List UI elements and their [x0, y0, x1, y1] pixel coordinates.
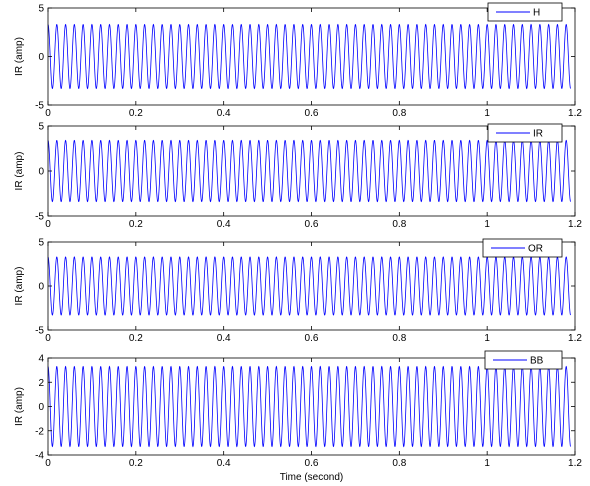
x-tick-label: 0.4	[217, 333, 231, 344]
x-tick-label: 0.8	[392, 333, 406, 344]
x-tick-label: 0.6	[305, 108, 319, 119]
x-tick-label: 0.6	[305, 458, 319, 469]
legend: BB	[484, 350, 563, 370]
x-tick-label: 0.4	[217, 458, 231, 469]
y-tick-label: 0	[38, 52, 44, 63]
legend-label: BB	[530, 356, 544, 367]
axes-frame	[47, 357, 576, 456]
x-tick-label: 1.2	[568, 219, 582, 230]
series-line-or	[47, 256, 571, 316]
legend-label: OR	[528, 244, 543, 255]
x-tick-label: 0.6	[305, 333, 319, 344]
series-line-ir	[47, 139, 571, 203]
legend-label: IR	[533, 129, 543, 140]
legend: IR	[487, 123, 563, 143]
y-axis-label: IR (amp)	[14, 37, 25, 76]
x-tick-label: 1.2	[568, 458, 582, 469]
y-tick-label: 4	[38, 354, 44, 365]
x-tick-label: 1	[484, 458, 490, 469]
y-axis-label: IR (amp)	[14, 267, 25, 306]
legend: OR	[482, 238, 563, 258]
y-tick-label: 5	[38, 4, 44, 15]
y-tick-label: 0	[38, 167, 44, 178]
x-tick-label: 0.2	[129, 108, 143, 119]
y-tick-label: -4	[35, 451, 44, 462]
subplot-4: 0 0.2 0.4 0.6 0.8 1 1.2 -4 -2 0 2 4 IR (amp) Time (se…	[14, 350, 582, 483]
y-tick-label: 0	[38, 282, 44, 293]
y-axis-label: IR (amp)	[14, 152, 25, 191]
y-tick-label: -5	[35, 101, 44, 112]
x-tick-label: 0.2	[129, 333, 143, 344]
legend: H	[487, 2, 563, 22]
x-axis-label: Time (second)	[280, 472, 344, 483]
series-line-h	[47, 23, 571, 90]
x-tick-label: 0.8	[392, 219, 406, 230]
series-line-bb	[47, 365, 571, 448]
y-tick-label: -5	[35, 326, 44, 337]
x-tick-label: 0.6	[305, 219, 319, 230]
x-tick-label: 1	[484, 108, 490, 119]
x-tick-label: 0	[45, 333, 51, 344]
x-tick-label: 1.2	[568, 108, 582, 119]
x-tick-label: 0.2	[129, 458, 143, 469]
y-tick-label: -5	[35, 212, 44, 223]
x-tick-label: 0	[45, 219, 51, 230]
y-axis-label: IR (amp)	[14, 387, 25, 426]
y-tick-label: -2	[35, 426, 44, 437]
x-tick-label: 1	[484, 219, 490, 230]
x-tick-label: 1.2	[568, 333, 582, 344]
x-tick-label: 0.8	[392, 458, 406, 469]
x-tick-label: 0.8	[392, 108, 406, 119]
x-tick-label: 0	[45, 458, 51, 469]
x-tick-label: 1	[484, 333, 490, 344]
legend-label: H	[533, 8, 540, 19]
axes-frame	[47, 7, 576, 106]
y-tick-label: 0	[38, 402, 44, 413]
y-tick-label: 2	[38, 378, 44, 389]
y-tick-label: 5	[38, 238, 44, 249]
y-tick-label: 5	[38, 122, 44, 133]
x-tick-label: 0	[45, 108, 51, 119]
x-tick-label: 0.4	[217, 219, 231, 230]
x-tick-label: 0.2	[129, 219, 143, 230]
x-tick-label: 0.4	[217, 108, 231, 119]
